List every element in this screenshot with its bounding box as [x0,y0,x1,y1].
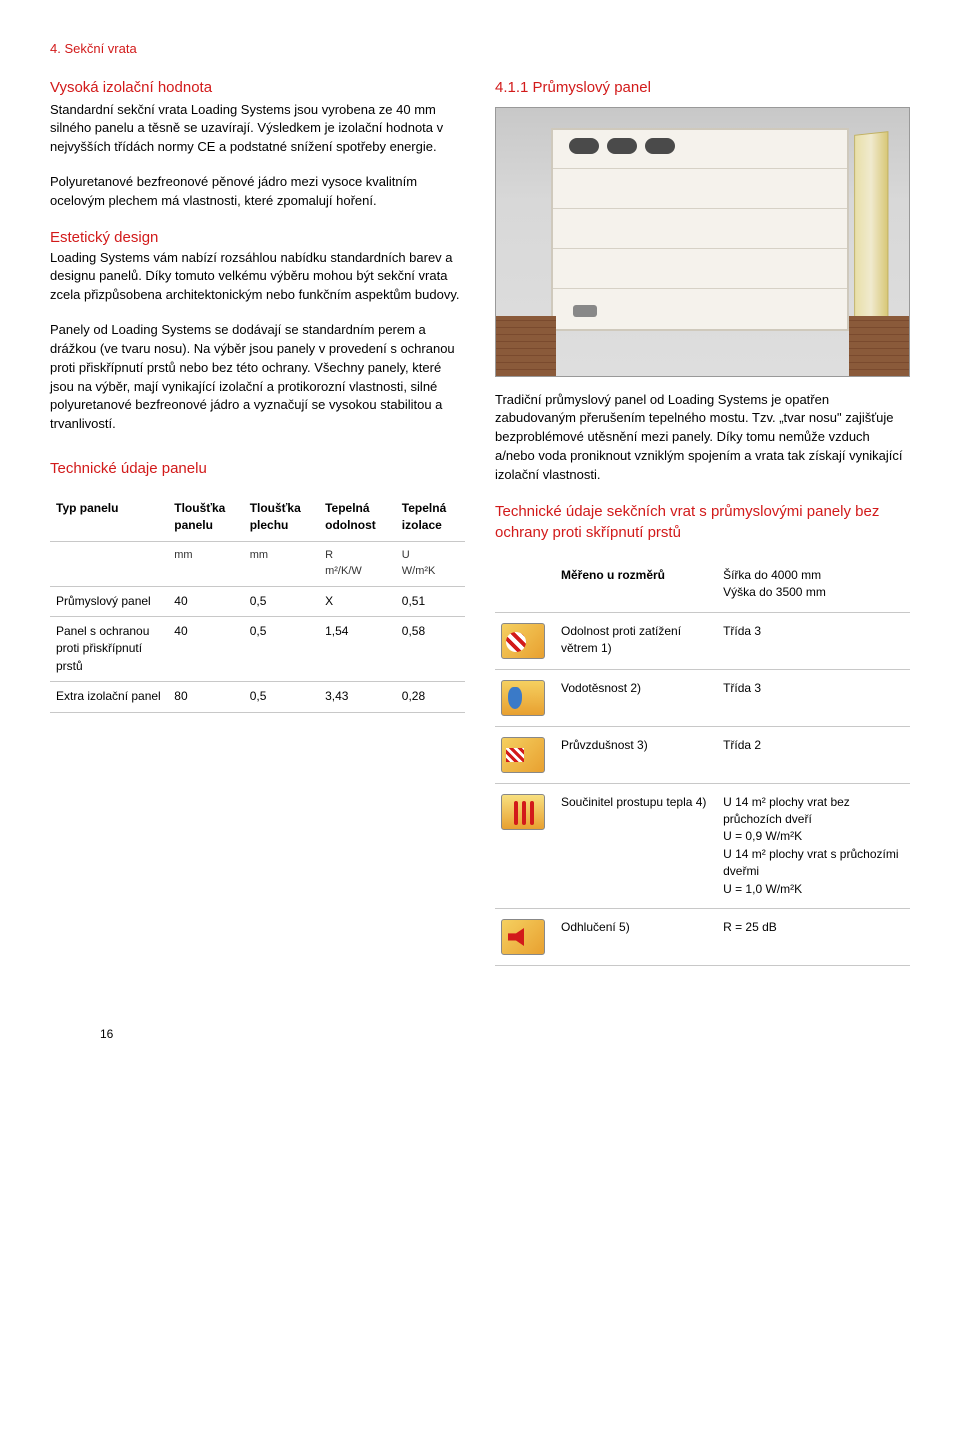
main-two-column: Vysoká izolační hodnota Standardní sekčn… [50,77,910,966]
cell: Součinitel prostupu tepla 4) [555,783,717,908]
cell: Třída 2 [717,726,910,783]
cell: Průmyslový panel [50,586,168,616]
cell: 3,43 [319,682,396,712]
cell: 0,28 [396,682,465,712]
col-header: Měřeno u rozměrů [555,561,717,612]
col-header: Tloušťka panelu [168,494,243,541]
col-header: Tepelná izolace [396,494,465,541]
sound-icon [501,919,545,955]
cell: Extra izolační panel [50,682,168,712]
section-header: 4. Sekční vrata [50,40,910,59]
cell: Průvzdušnost 3) [555,726,717,783]
col-header: Šířka do 4000 mm Výška do 3500 mm [717,561,910,612]
cell: 0,58 [396,616,465,681]
icon-cell [495,669,555,726]
paragraph: Polyuretanové bezfreonové pěnové jádro m… [50,173,465,211]
table-row: Průmyslový panel 40 0,5 X 0,51 [50,586,465,616]
panel-edge-icon [854,131,888,335]
brick-decoration [496,316,556,376]
cell: 40 [168,616,243,681]
cell: U 14 m² plochy vrat bez průchozích dveří… [717,783,910,908]
paragraph: Panely od Loading Systems se dodávají se… [50,321,465,434]
table-row: Panel s ochranou proti přiskřípnutí prst… [50,616,465,681]
unit-cell: R m²/K/W [319,541,396,586]
table-row: Extra izolační panel 80 0,5 3,43 0,28 [50,682,465,712]
table-header-row: Typ panelu Tloušťka panelu Tloušťka plec… [50,494,465,541]
left-column: Vysoká izolační hodnota Standardní sekčn… [50,77,465,966]
heading-design: Estetický design [50,227,465,249]
air-icon [501,737,545,773]
panel-table: Typ panelu Tloušťka panelu Tloušťka plec… [50,494,465,713]
icon-cell [495,726,555,783]
table-units-row: mm mm R m²/K/W U W/m²K [50,541,465,586]
paragraph: Tradiční průmyslový panel od Loading Sys… [495,391,910,485]
water-icon [501,680,545,716]
unit-cell [50,541,168,586]
door-figure [495,107,910,377]
cell: R = 25 dB [717,908,910,965]
spec-table-title: Technické údaje sekčních vrat s průmyslo… [495,501,910,543]
cell: 0,5 [244,682,319,712]
cell: Panel s ochranou proti přiskřípnutí prst… [50,616,168,681]
table-row: Vodotěsnost 2) Třída 3 [495,669,910,726]
brick-decoration [849,316,909,376]
cell: 1,54 [319,616,396,681]
heading-insulation: Vysoká izolační hodnota [50,77,465,99]
panel-table-title: Technické údaje panelu [50,458,465,480]
cell: Třída 3 [717,612,910,669]
cell: Třída 3 [717,669,910,726]
wind-icon [501,623,545,659]
right-column: 4.1.1 Průmyslový panel Tradiční průmyslo… [495,77,910,966]
unit-cell: mm [244,541,319,586]
col-header: Tepelná odolnost [319,494,396,541]
table-row: Součinitel prostupu tepla 4) U 14 m² plo… [495,783,910,908]
cell: 0,5 [244,616,319,681]
col-header: Typ panelu [50,494,168,541]
icon-cell [495,783,555,908]
spec-table: Měřeno u rozměrů Šířka do 4000 mm Výška … [495,561,910,966]
col-header: Tloušťka plechu [244,494,319,541]
cell: 0,51 [396,586,465,616]
cell: X [319,586,396,616]
cell: 80 [168,682,243,712]
cell: Vodotěsnost 2) [555,669,717,726]
table-row: Odolnost proti zatížení větrem 1) Třída … [495,612,910,669]
cell: Odhlučení 5) [555,908,717,965]
unit-cell: mm [168,541,243,586]
heat-icon [501,794,545,830]
figure-title: 4.1.1 Průmyslový panel [495,77,910,99]
table-row: Odhlučení 5) R = 25 dB [495,908,910,965]
cell: Odolnost proti zatížení větrem 1) [555,612,717,669]
icon-cell [495,612,555,669]
cell: 0,5 [244,586,319,616]
paragraph: Loading Systems vám nabízí rozsáhlou nab… [50,249,465,306]
cell: 40 [168,586,243,616]
table-row: Průvzdušnost 3) Třída 2 [495,726,910,783]
paragraph: Standardní sekční vrata Loading Systems … [50,101,465,158]
icon-cell [495,908,555,965]
empty-header [495,561,555,612]
page-number: 16 [100,1026,113,1043]
unit-cell: U W/m²K [396,541,465,586]
door-illustration [551,128,849,331]
table-header-row: Měřeno u rozměrů Šířka do 4000 mm Výška … [495,561,910,612]
